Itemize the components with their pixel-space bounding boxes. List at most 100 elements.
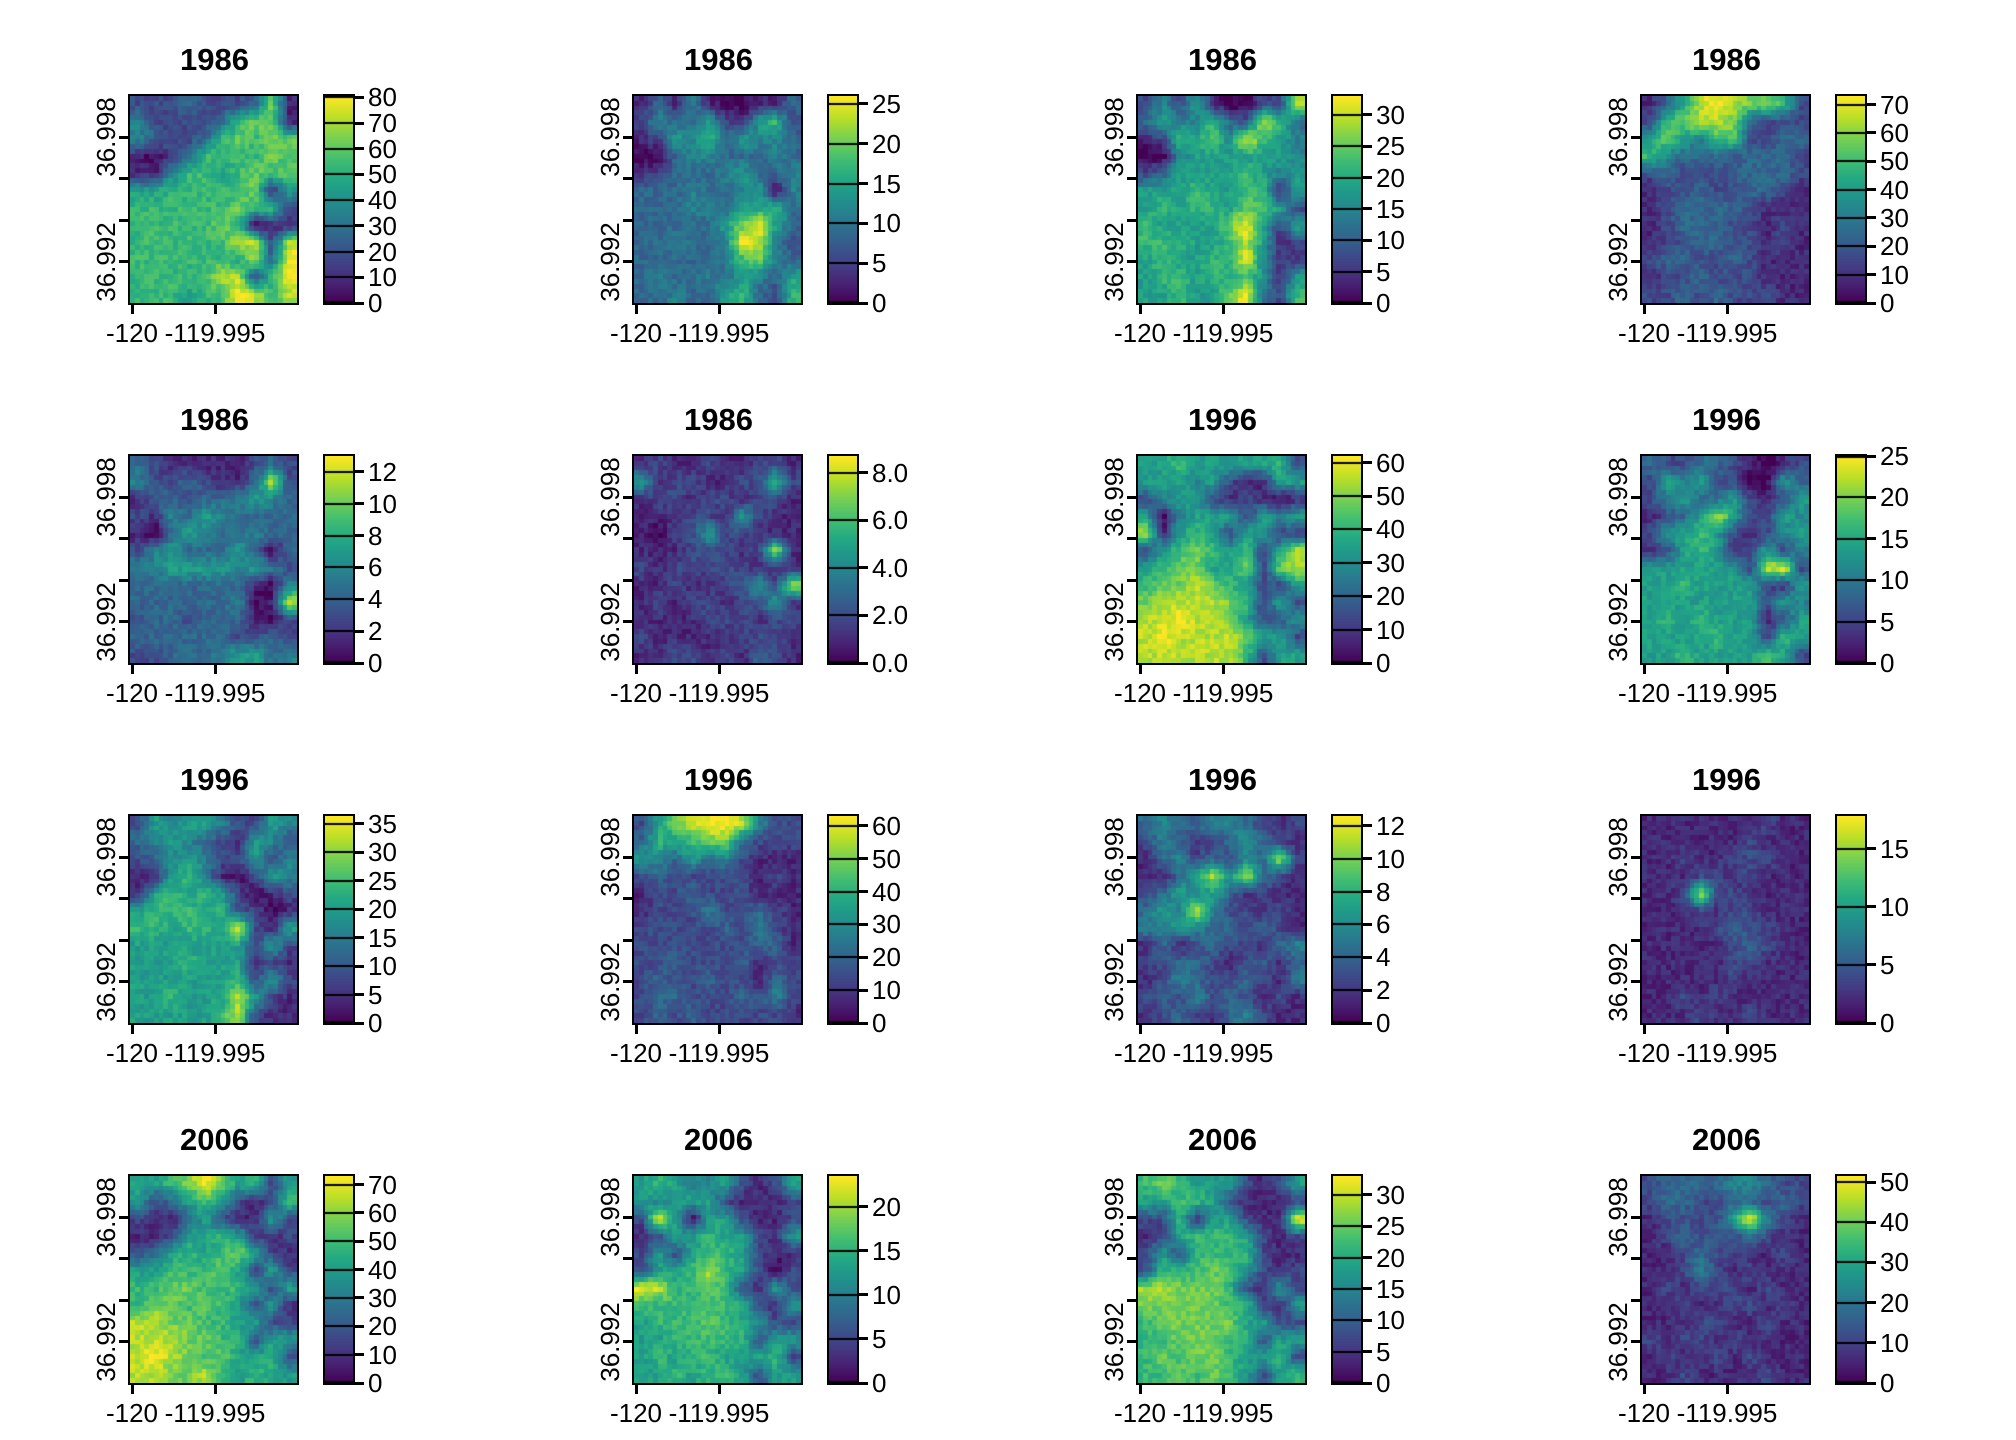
y-axis-tick	[119, 1215, 128, 1219]
colorbar-tick	[1363, 301, 1372, 305]
colorbar-tick	[859, 221, 868, 225]
colorbar-label: 0	[1880, 1008, 1895, 1038]
heatmap-canvas	[1136, 94, 1307, 305]
colorbar-tick	[1867, 216, 1876, 220]
colorbar-label: 5	[1880, 606, 1895, 637]
colorbar-label: 30	[368, 837, 397, 868]
colorbar-tick	[1363, 461, 1372, 465]
y-axis-label: 36.998	[91, 817, 121, 898]
colorbar-label: 15	[1880, 833, 1909, 864]
colorbar-label: 30	[368, 1282, 397, 1313]
colorbar-label: 0	[368, 288, 383, 318]
colorbar-tick	[859, 1381, 868, 1385]
colorbar-label: 10	[1880, 565, 1909, 596]
colorbar-canvas	[1835, 1174, 1867, 1385]
y-axis-tick	[1127, 177, 1136, 181]
colorbar-label: 10	[1880, 1327, 1909, 1358]
y-axis-tick	[623, 980, 632, 984]
colorbar-canvas	[827, 94, 859, 305]
y-axis-label: 36.998	[595, 1177, 625, 1258]
colorbar-label: 80	[368, 82, 397, 113]
colorbar-tick	[355, 534, 364, 538]
panel-title: 1986	[684, 42, 753, 77]
colorbar-tick	[1363, 113, 1372, 117]
y-axis-label: 36.992	[1099, 221, 1129, 302]
colorbar-label: 10	[1880, 891, 1909, 922]
colorbar-label: 50	[368, 159, 397, 190]
heatmap-canvas	[632, 814, 803, 1025]
colorbar-label: 35	[368, 808, 397, 839]
colorbar-label: 0	[1376, 1008, 1391, 1038]
y-axis-tick	[119, 897, 128, 901]
colorbar-label: 6.0	[872, 505, 909, 536]
x-axis-tick	[1725, 305, 1729, 314]
colorbar-label: 12	[368, 456, 397, 487]
y-axis-label: 36.992	[595, 941, 625, 1022]
x-axis-tick	[1221, 1385, 1225, 1394]
colorbar-label: 70	[1880, 89, 1909, 120]
colorbar-tick	[355, 822, 364, 826]
colorbar-label: 15	[1376, 193, 1405, 224]
y-axis-tick	[119, 578, 128, 582]
x-axis-tick	[213, 1385, 217, 1394]
y-axis-tick	[623, 1340, 632, 1344]
y-axis-tick	[119, 177, 128, 181]
colorbar-label: 60	[872, 810, 901, 841]
colorbar-tick	[1363, 922, 1372, 926]
colorbar-label: 5	[1376, 256, 1391, 287]
colorbar-label: 25	[1376, 131, 1405, 162]
colorbar-tick	[859, 955, 868, 959]
colorbar-tick	[1363, 594, 1372, 598]
x-axis-tick	[1642, 1025, 1646, 1034]
colorbar-canvas	[1835, 814, 1867, 1025]
x-axis-tick	[1725, 1025, 1729, 1034]
colorbar-label: 10	[872, 208, 901, 239]
y-axis-label: 36.998	[1603, 1177, 1633, 1258]
x-axis-label: -120	[1113, 318, 1167, 348]
colorbar-canvas	[1835, 454, 1867, 665]
x-axis-label: -120	[609, 1038, 663, 1068]
colorbar-canvas	[827, 814, 859, 1025]
colorbar-label: 0.0	[872, 648, 909, 678]
colorbar-tick	[355, 879, 364, 883]
y-axis-label: 36.992	[595, 221, 625, 302]
heatmap-canvas	[128, 1174, 299, 1385]
colorbar-tick	[1363, 955, 1372, 959]
y-axis-tick	[1631, 1340, 1640, 1344]
colorbar-tick	[1867, 963, 1876, 967]
map-panel: 1986 36.998 36.992 -120 -119.995 0 5 10 15 20 25	[504, 0, 1008, 360]
colorbar-tick	[1363, 1193, 1372, 1197]
y-axis-tick	[1631, 855, 1640, 859]
y-axis-tick	[623, 495, 632, 499]
colorbar-tick	[1867, 103, 1876, 106]
x-axis-label: -120	[609, 1398, 663, 1428]
colorbar-tick	[1867, 1021, 1876, 1025]
colorbar-label: 10	[1376, 1305, 1405, 1336]
colorbar-tick	[355, 301, 364, 305]
y-axis-tick	[119, 1340, 128, 1344]
colorbar-label: 15	[1376, 1273, 1405, 1304]
colorbar-label: 20	[368, 236, 397, 267]
x-axis-tick	[1221, 305, 1225, 314]
colorbar-label: 2	[1376, 975, 1391, 1006]
colorbar-label: 40	[872, 876, 901, 907]
colorbar-tick	[355, 250, 364, 254]
map-panel: 1996 36.998 36.992 -120 -119.995 0 5 10 15 20 25 3…	[0, 720, 504, 1080]
x-axis-tick	[130, 1385, 134, 1394]
colorbar-tick	[859, 566, 868, 570]
map-panel: 1986 36.998 36.992 -120 -119.995 0 5 10 15 20 25 3…	[1008, 0, 1512, 360]
map-panel: 1996 36.998 36.992 -120 -119.995 0 5 10 15 20 25	[1512, 360, 2016, 720]
colorbar-label: 30	[1376, 1179, 1405, 1210]
y-axis-label: 36.998	[1099, 1177, 1129, 1258]
colorbar-tick	[1363, 857, 1372, 861]
colorbar-label: 60	[1376, 447, 1405, 478]
y-axis-tick	[1631, 897, 1640, 901]
y-axis-tick	[1631, 135, 1640, 139]
y-axis-tick	[119, 855, 128, 859]
colorbar-label: 30	[1880, 1247, 1909, 1278]
colorbar-label: 60	[1880, 117, 1909, 148]
colorbar-tick	[355, 470, 364, 474]
colorbar-tick	[1867, 1260, 1876, 1264]
heatmap-canvas	[1136, 1174, 1307, 1385]
colorbar-tick	[1363, 890, 1372, 894]
